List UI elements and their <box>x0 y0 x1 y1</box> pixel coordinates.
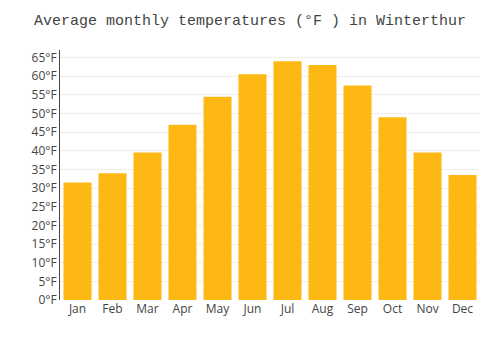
svg-text:25°F: 25°F <box>32 198 57 215</box>
svg-text:Nov: Nov <box>416 300 438 317</box>
svg-text:65°F: 65°F <box>32 49 57 66</box>
svg-text:May: May <box>206 300 230 317</box>
svg-text:Apr: Apr <box>173 300 193 317</box>
svg-text:Aug: Aug <box>312 300 334 317</box>
svg-text:Jan: Jan <box>68 300 86 317</box>
svg-text:30°F: 30°F <box>32 179 57 196</box>
svg-text:45°F: 45°F <box>32 123 57 140</box>
svg-text:Mar: Mar <box>136 300 158 317</box>
svg-text:Jul: Jul <box>280 300 295 317</box>
svg-text:Jun: Jun <box>243 300 262 317</box>
svg-text:35°F: 35°F <box>32 161 57 178</box>
svg-text:60°F: 60°F <box>32 67 57 84</box>
svg-text:20°F: 20°F <box>32 217 57 234</box>
svg-text:10°F: 10°F <box>32 254 57 271</box>
svg-text:50°F: 50°F <box>32 105 57 122</box>
svg-text:Feb: Feb <box>102 300 122 317</box>
svg-text:0°F: 0°F <box>38 291 56 308</box>
svg-text:Sep: Sep <box>347 300 368 317</box>
svg-text:40°F: 40°F <box>32 142 57 159</box>
svg-text:55°F: 55°F <box>32 86 57 103</box>
svg-text:Dec: Dec <box>452 300 473 317</box>
svg-text:5°F: 5°F <box>38 273 56 290</box>
svg-text:15°F: 15°F <box>32 235 57 252</box>
svg-text:Oct: Oct <box>383 300 402 317</box>
svg-text:Average monthly temperatures (: Average monthly temperatures (°F ) in Wi… <box>34 13 466 30</box>
